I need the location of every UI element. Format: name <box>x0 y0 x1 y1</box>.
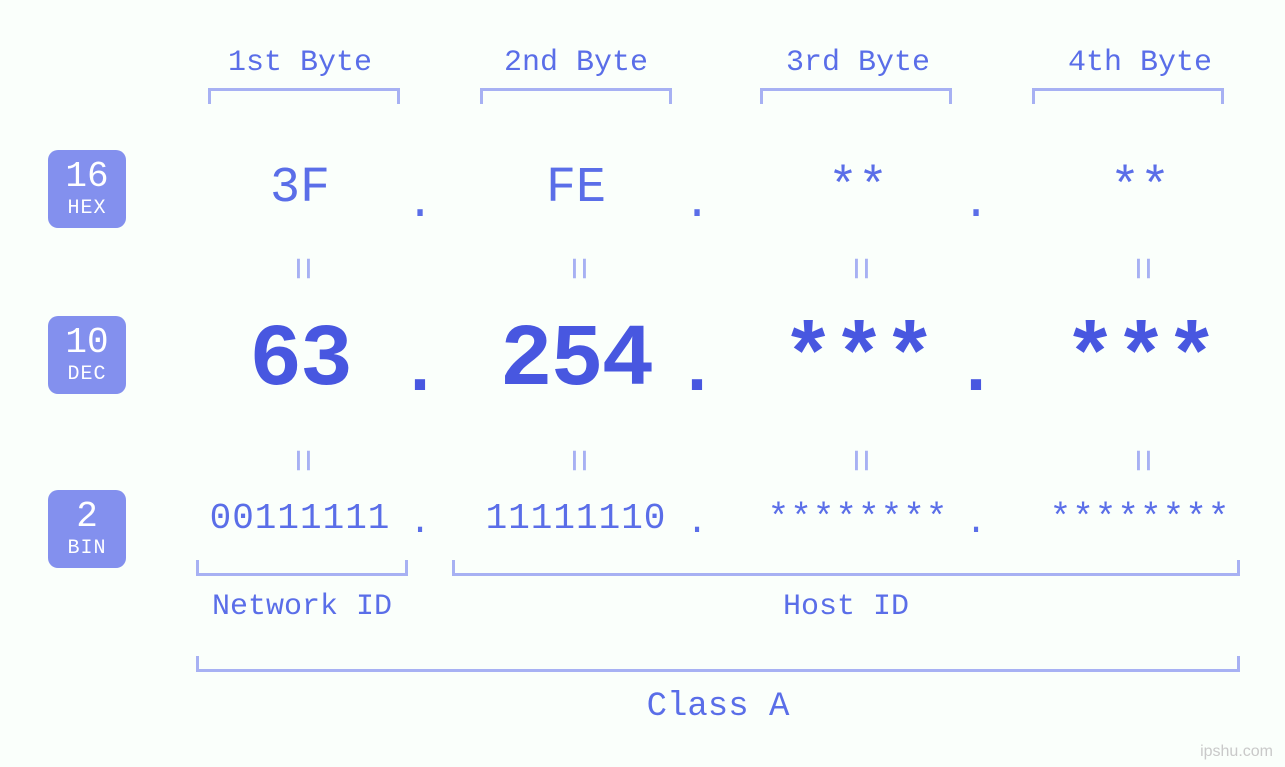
dec-byte-4: *** <box>1064 312 1216 411</box>
hex-byte-1: 3F <box>270 160 330 217</box>
dec-byte-2: 254 <box>500 312 652 411</box>
hex-sep-2: . <box>683 178 711 230</box>
equals-icon: = <box>278 448 323 472</box>
bin-byte-3: ******** <box>768 498 949 539</box>
hex-byte-3: ** <box>828 160 888 217</box>
network-id-bracket <box>196 560 408 576</box>
ip-diagram: 1st Byte 2nd Byte 3rd Byte 4th Byte 16 H… <box>0 0 1285 767</box>
hex-badge-txt: HEX <box>67 199 106 219</box>
dec-badge-num: 10 <box>65 325 108 361</box>
byte-header-3: 3rd Byte <box>786 46 930 80</box>
byte-header-4: 4th Byte <box>1068 46 1212 80</box>
hex-badge-num: 16 <box>65 159 108 195</box>
dec-badge: 10 DEC <box>48 316 126 394</box>
bin-byte-2: 11111110 <box>486 498 667 539</box>
equals-icon: = <box>836 256 881 280</box>
bin-byte-4: ******** <box>1050 498 1231 539</box>
dec-sep-2: . <box>675 330 718 412</box>
equals-icon: = <box>1118 448 1163 472</box>
top-bracket-4 <box>1032 88 1224 104</box>
class-label: Class A <box>647 688 790 726</box>
host-id-label: Host ID <box>783 590 909 624</box>
bin-badge-num: 2 <box>76 499 98 535</box>
byte-header-2: 2nd Byte <box>504 46 648 80</box>
watermark: ipshu.com <box>1200 743 1273 761</box>
dec-sep-3: . <box>954 330 997 412</box>
dec-byte-3: *** <box>782 312 934 411</box>
bin-badge-txt: BIN <box>67 539 106 559</box>
hex-sep-1: . <box>406 178 434 230</box>
hex-badge: 16 HEX <box>48 150 126 228</box>
dec-byte-1: 63 <box>249 312 351 411</box>
bin-sep-1: . <box>409 502 431 543</box>
bin-badge: 2 BIN <box>48 490 126 568</box>
bin-sep-3: . <box>965 502 987 543</box>
bin-sep-2: . <box>686 502 708 543</box>
equals-icon: = <box>278 256 323 280</box>
hex-byte-4: ** <box>1110 160 1170 217</box>
host-id-bracket <box>452 560 1240 576</box>
equals-icon: = <box>1118 256 1163 280</box>
top-bracket-2 <box>480 88 672 104</box>
hex-byte-2: FE <box>546 160 606 217</box>
class-bracket <box>196 656 1240 672</box>
dec-badge-txt: DEC <box>67 365 106 385</box>
bin-byte-1: 00111111 <box>210 498 391 539</box>
top-bracket-3 <box>760 88 952 104</box>
top-bracket-1 <box>208 88 400 104</box>
byte-header-1: 1st Byte <box>228 46 372 80</box>
equals-icon: = <box>554 256 599 280</box>
dec-sep-1: . <box>398 330 441 412</box>
equals-icon: = <box>554 448 599 472</box>
equals-icon: = <box>836 448 881 472</box>
hex-sep-3: . <box>962 178 990 230</box>
network-id-label: Network ID <box>212 590 392 624</box>
